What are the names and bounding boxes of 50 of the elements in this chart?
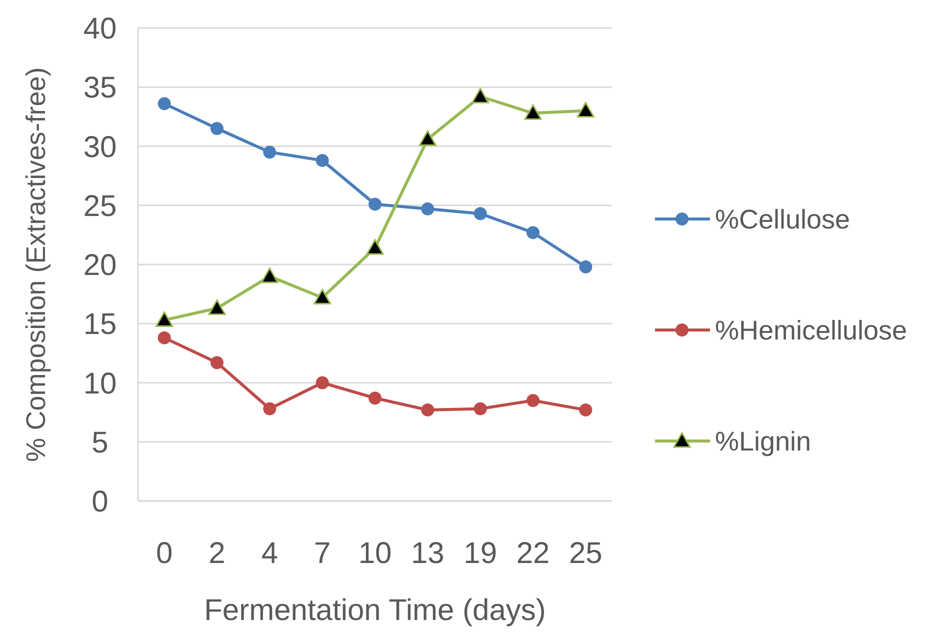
y-tick-label: 35 <box>83 72 117 105</box>
point <box>158 331 171 344</box>
legend-label: %Lignin <box>715 426 812 456</box>
point <box>263 146 276 159</box>
point <box>421 403 434 416</box>
legend-label: %Hemicellulose <box>715 315 908 346</box>
point <box>316 376 329 390</box>
point <box>158 97 171 110</box>
point <box>368 198 382 211</box>
x-tick-label: 10 <box>358 537 392 570</box>
y-tick-label: 40 <box>83 12 117 46</box>
point <box>418 130 436 146</box>
point <box>526 394 540 407</box>
x-tick-label: 2 <box>208 537 226 570</box>
y-tick-label: 15 <box>83 308 117 342</box>
point <box>316 154 329 167</box>
x-tick-label: 25 <box>568 537 602 570</box>
point <box>579 403 592 416</box>
x-tick-label: 13 <box>410 537 444 570</box>
point <box>366 239 384 255</box>
x-tick-label: 7 <box>314 537 331 570</box>
point <box>368 392 382 405</box>
y-tick-label: 30 <box>83 130 117 164</box>
legend-label: %Cellulose <box>715 204 850 234</box>
point <box>156 311 174 327</box>
point <box>210 356 224 370</box>
point <box>474 402 487 416</box>
point <box>421 202 434 216</box>
x-tick-label: 22 <box>516 537 550 570</box>
point <box>526 226 540 240</box>
point <box>314 288 332 304</box>
x-tick-label: 0 <box>156 537 173 570</box>
point <box>472 88 490 104</box>
y-axis-title: % Composition (Extractives-free) <box>21 67 51 462</box>
y-tick-label: 20 <box>83 249 117 282</box>
x-axis-title: Fermentation Time (days) <box>204 594 546 627</box>
point <box>210 122 224 136</box>
x-tick-label: 4 <box>261 537 278 570</box>
y-tick-label: 10 <box>83 367 117 400</box>
x-tick-label: 19 <box>464 537 498 570</box>
point <box>260 268 278 284</box>
y-tick-label: 0 <box>92 486 108 518</box>
point <box>263 402 276 416</box>
point <box>524 104 542 120</box>
point <box>474 207 487 220</box>
point <box>579 260 592 274</box>
point <box>208 300 226 316</box>
y-tick-label: 25 <box>83 190 117 223</box>
y-tick-label: 5 <box>92 426 108 460</box>
point <box>576 102 594 118</box>
